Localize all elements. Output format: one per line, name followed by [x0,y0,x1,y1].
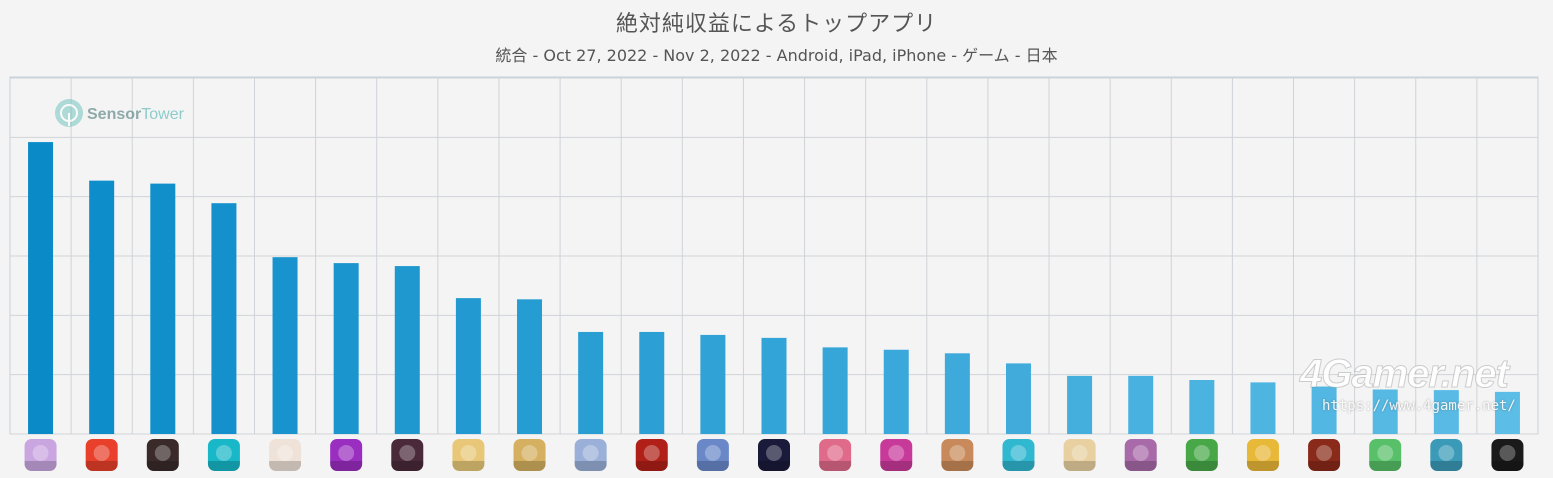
site-url-text: https://www.4gamer.net/ [1322,398,1516,414]
app-icon-20 [1185,439,1218,471]
bar-13 [761,337,787,434]
bar-25 [1494,391,1520,434]
chart-title: 絶対純収益によるトップアプリ [615,12,938,37]
app-icon-17 [1002,439,1035,471]
bar-12 [700,334,726,434]
bar-6 [333,263,359,434]
bar-17 [1005,363,1031,434]
app-icon-14 [819,439,852,471]
bar-19 [1128,375,1154,434]
bar-4 [211,203,237,434]
bar-18 [1067,375,1093,434]
app-icons [24,439,1524,471]
bar-3 [150,183,176,434]
bar-2 [89,180,115,434]
app-icon-12 [696,439,729,471]
bar-8 [455,298,481,434]
app-icon-8 [452,439,485,471]
bar-22 [1311,386,1337,434]
app-icon-11 [635,439,668,471]
bar-23 [1372,389,1398,434]
app-icon-10 [574,439,607,471]
bar-15 [883,349,909,434]
app-icon-22 [1308,439,1341,471]
bar-10 [578,331,604,434]
sensortower-watermark: SensorTower [55,99,185,127]
bar-1 [28,142,54,434]
app-icon-21 [1246,439,1279,471]
gridlines [10,77,1538,435]
app-icon-4 [207,439,240,471]
bar-24 [1433,390,1459,434]
app-icon-23 [1369,439,1402,471]
bar-14 [822,347,848,434]
app-icon-25 [1491,439,1524,471]
bar-5 [272,257,298,434]
app-icon-13 [758,439,790,471]
bar-21 [1250,382,1276,434]
app-icon-15 [880,439,913,471]
bar-7 [394,266,420,434]
chart-subtitle: 統合 - Oct 27, 2022 - Nov 2, 2022 - Androi… [495,46,1058,65]
bars [28,142,1520,434]
svg-text:SensorTower: SensorTower [87,106,185,123]
app-icon-24 [1430,439,1463,471]
app-icon-9 [513,439,546,471]
site-logo-text: 4Gamer.net [1300,352,1510,397]
app-icon-2 [85,439,118,471]
app-icon-1 [24,439,57,471]
app-icon-19 [1124,439,1157,471]
bar-16 [944,353,970,434]
bar-20 [1189,380,1215,434]
app-icon-6 [330,439,363,471]
sensortower-text-a: Sensor [87,106,141,123]
app-icon-3 [146,439,179,471]
bar-11 [639,331,665,434]
app-icon-16 [941,439,974,471]
bar-9 [517,299,543,434]
site-watermark: 4Gamer.net https://www.4gamer.net/ [1300,352,1530,422]
app-icon-18 [1063,439,1096,471]
sensortower-text-b: Tower [141,106,184,123]
app-icon-7 [391,439,424,471]
app-icon-5 [269,439,302,471]
